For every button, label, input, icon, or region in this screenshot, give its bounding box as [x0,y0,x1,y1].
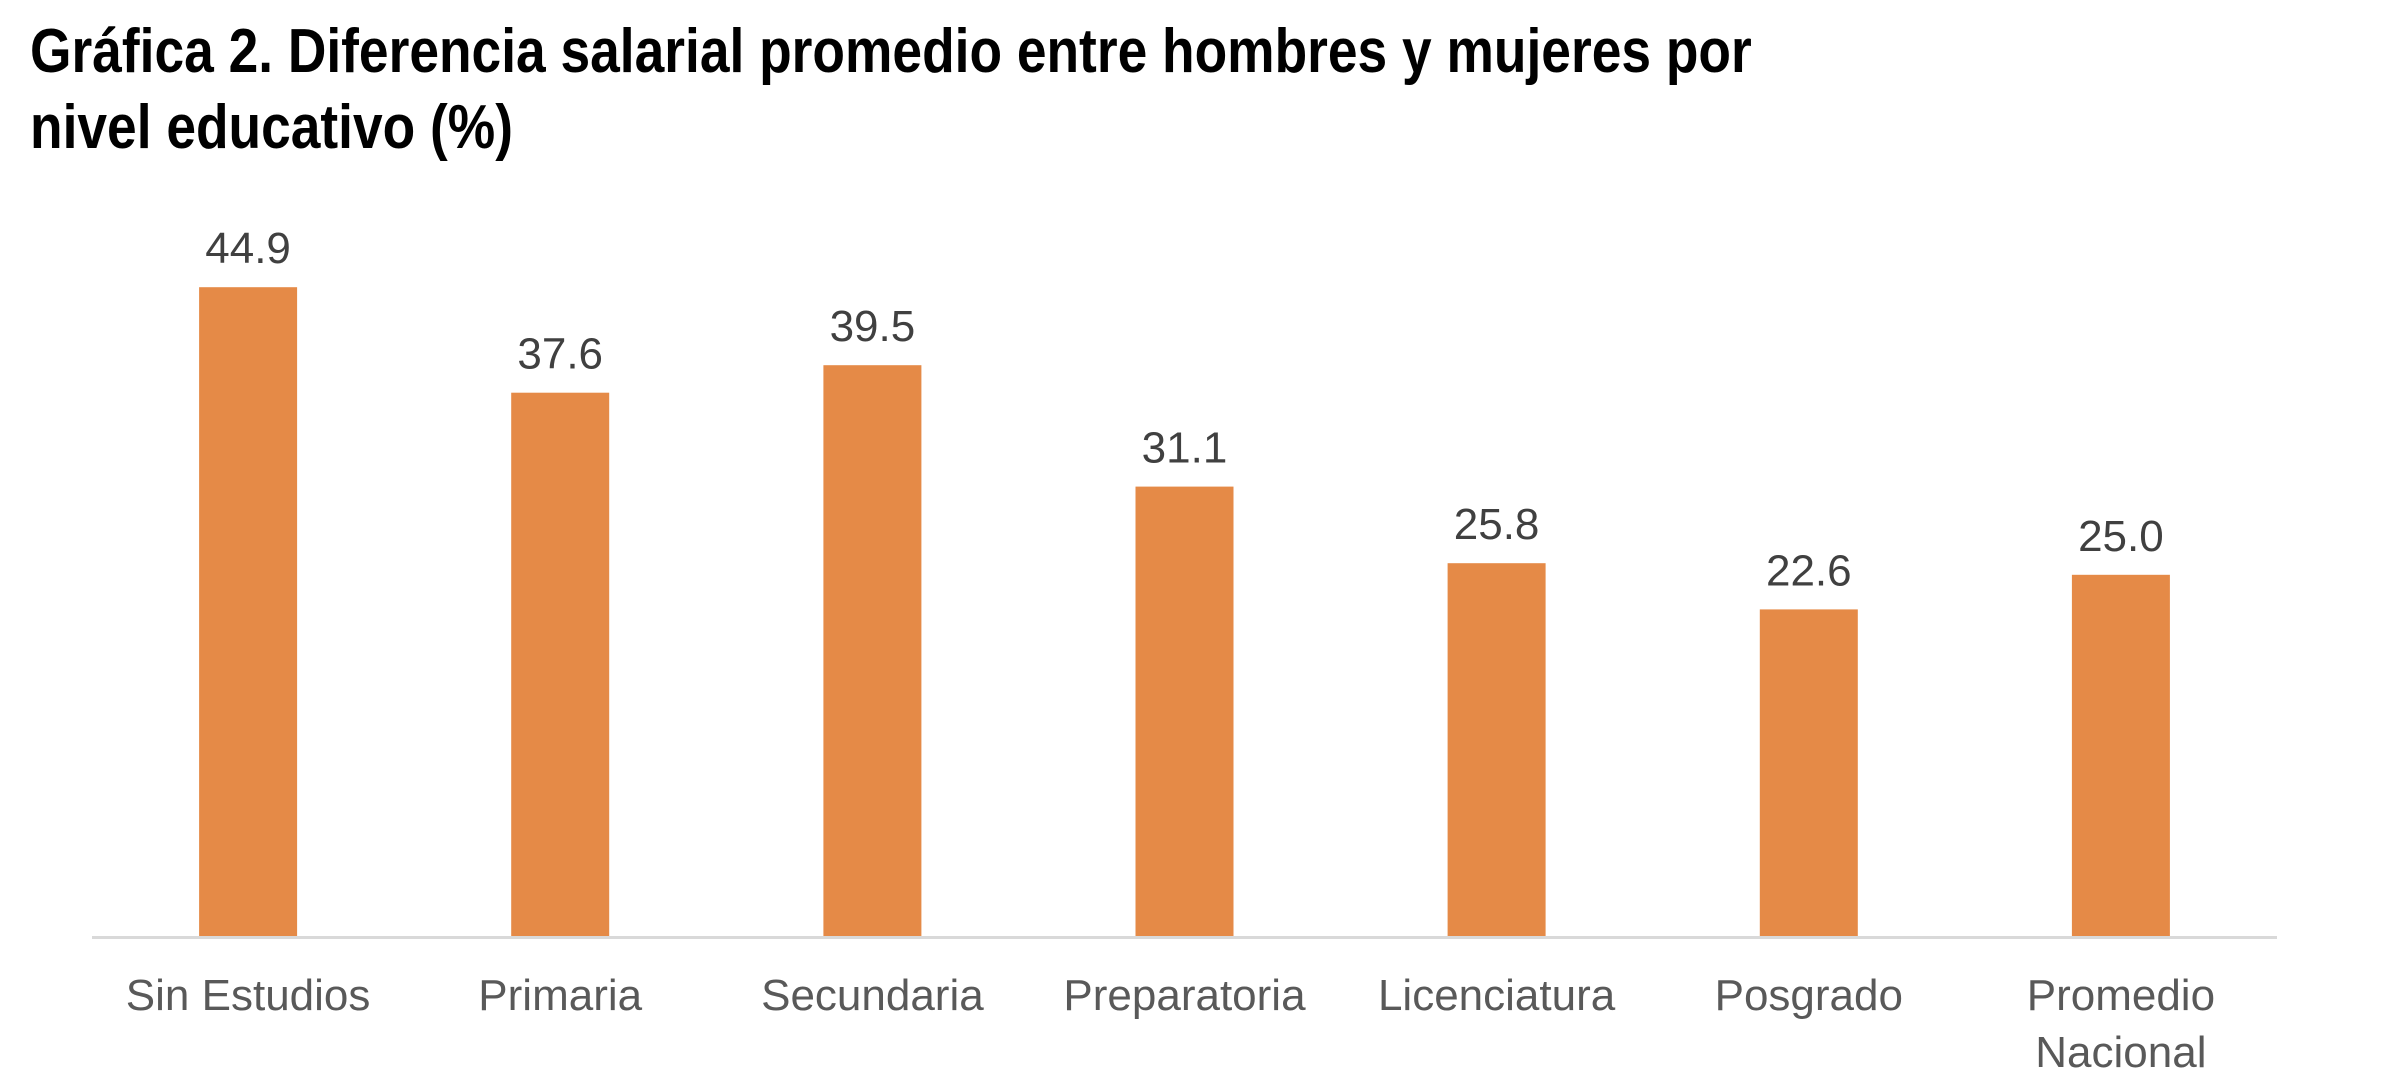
bar [199,287,298,936]
bar [511,392,610,936]
data-label: 37.6 [517,330,603,379]
bar [1759,609,1858,936]
data-label: 25.0 [2078,512,2164,561]
category-label: Secundaria [761,971,984,1020]
category-label: Licenciatura [1378,971,1616,1020]
bars-group [199,287,2170,937]
category-label-line: Secundaria [761,971,984,1020]
category-label: Preparatoria [1063,971,1306,1020]
category-label-line: Posgrado [1715,971,1903,1020]
category-label-line: Nacional [2035,1028,2206,1077]
bar [823,365,922,936]
category-label: Posgrado [1715,971,1903,1020]
category-label-line: Promedio [2027,971,2215,1020]
bar [2071,574,2170,937]
value-labels-group: 44.9 37.6 39.5 31.1 25.8 22.6 25.0 [205,224,2163,595]
category-label-line: Sin Estudios [126,971,371,1020]
data-label: 25.8 [1454,500,1540,549]
category-label-line: Licenciatura [1378,971,1616,1020]
category-label: Promedio Nacional [2027,971,2215,1077]
bar [1447,563,1546,936]
category-label: Sin Estudios [126,971,371,1020]
data-label: 31.1 [1142,424,1228,473]
bar [1135,486,1234,936]
data-label: 22.6 [1766,546,1852,595]
chart-title: Gráfica 2. Diferencia salarial promedio … [30,17,1752,162]
data-label: 39.5 [830,302,916,351]
category-label-line: Preparatoria [1063,971,1306,1020]
category-label: Primaria [478,971,642,1020]
category-label-line: Primaria [478,971,642,1020]
category-labels-group: Sin Estudios Primaria Secundaria Preparator… [126,971,2215,1077]
data-label: 44.9 [205,224,291,273]
